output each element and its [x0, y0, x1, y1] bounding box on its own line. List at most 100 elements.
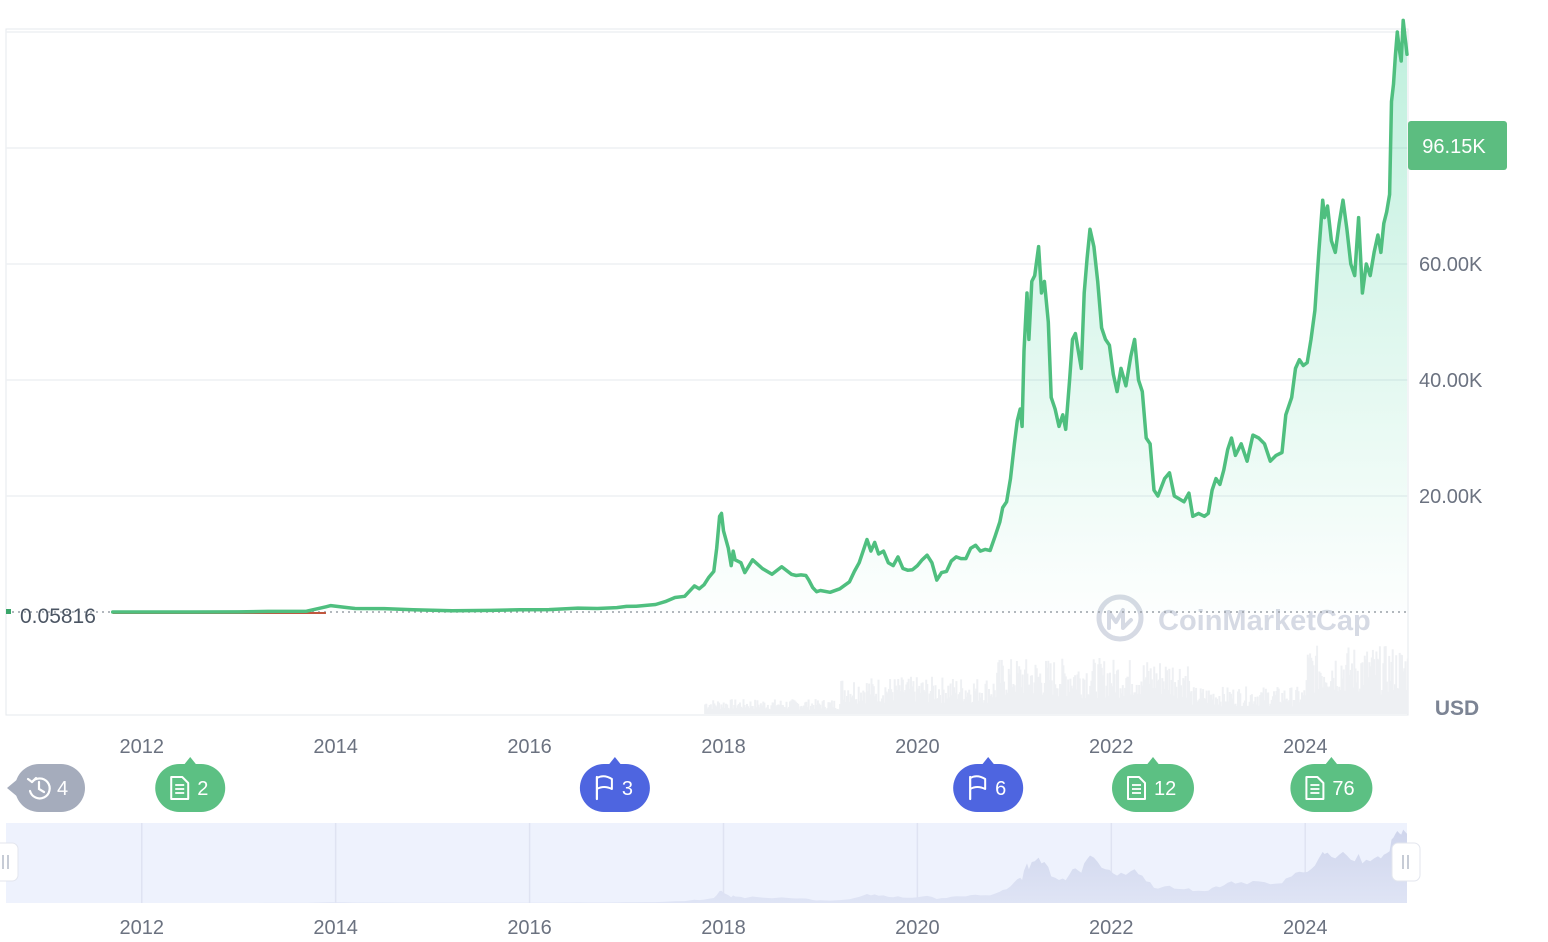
- volume-bar: [920, 683, 923, 714]
- volume-bar: [1305, 680, 1308, 714]
- volume-bar: [876, 701, 879, 714]
- volume-bar: [891, 692, 894, 714]
- volume-bar: [1027, 684, 1030, 714]
- volume-bar: [812, 705, 815, 714]
- volume-bar: [1174, 682, 1177, 714]
- volume-bar: [753, 708, 755, 714]
- navigator-right-handle[interactable]: [1391, 842, 1421, 882]
- volume-bar: [1003, 681, 1006, 714]
- volume-bar: [744, 707, 747, 714]
- range-navigator[interactable]: [0, 823, 1421, 903]
- volume-bar: [1319, 672, 1322, 714]
- volume-bar: [716, 701, 719, 714]
- volume-bar: [1031, 675, 1033, 714]
- volume-bar: [1353, 649, 1356, 714]
- volume-bar: [1138, 685, 1141, 714]
- volume-bar: [816, 700, 819, 714]
- volume-bar: [728, 709, 731, 714]
- volume-bar: [1034, 664, 1037, 714]
- volume-bar: [1362, 685, 1365, 714]
- volume-bar: [814, 699, 817, 714]
- volume-bar: [1253, 701, 1256, 714]
- navigator-left-handle[interactable]: [0, 842, 19, 882]
- volume-bar: [1250, 694, 1253, 714]
- volume-bar: [823, 706, 826, 714]
- volume-bar: [720, 704, 723, 714]
- volume-bar: [913, 691, 916, 714]
- volume-bar: [1143, 679, 1146, 714]
- volume-bar: [771, 702, 774, 714]
- volume-bar: [1105, 685, 1108, 714]
- volume-bar: [1001, 665, 1004, 714]
- volume-bar: [1099, 663, 1102, 714]
- volume-bar: [843, 690, 846, 714]
- volume-bar: [1125, 678, 1128, 714]
- volume-bar: [1325, 682, 1328, 714]
- volume-bar: [872, 686, 875, 714]
- volume-bar: [1389, 680, 1392, 714]
- volume-bar: [1395, 655, 1398, 714]
- volume-bar: [1104, 697, 1107, 714]
- volume-bar: [832, 707, 835, 714]
- volume-bar: [704, 704, 707, 714]
- volume-bar: [740, 706, 743, 714]
- volume-bar: [921, 682, 924, 714]
- volume-bar: [886, 693, 889, 714]
- volume-bar: [1354, 668, 1357, 714]
- volume-bar: [1346, 653, 1349, 714]
- volume-bar: [1240, 706, 1243, 714]
- volume-bar: [936, 698, 939, 714]
- volume-bar: [979, 697, 982, 714]
- volume-bar: [1347, 647, 1350, 714]
- volume-bar: [896, 690, 899, 714]
- volume-bar: [1185, 697, 1188, 714]
- event-badge-history[interactable]: 4: [7, 764, 85, 812]
- navigator-x-tick-label: 2012: [119, 917, 164, 939]
- volume-bar: [935, 698, 938, 714]
- volume-bar: [1106, 673, 1109, 714]
- volume-bar: [1312, 665, 1315, 714]
- volume-bar: [1025, 659, 1028, 714]
- volume-bar: [1161, 678, 1164, 714]
- event-badge-milestone[interactable]: 3: [579, 757, 650, 812]
- volume-bar: [1224, 701, 1227, 714]
- volume-bar: [807, 699, 810, 714]
- event-badge-news[interactable]: 12: [1112, 757, 1195, 812]
- document-icon-sheet: [1127, 776, 1146, 800]
- volume-bar: [992, 683, 995, 714]
- volume-bar: [1387, 691, 1390, 714]
- volume-bar: [1210, 694, 1213, 714]
- volume-bar: [961, 688, 964, 714]
- volume-bar: [1231, 698, 1234, 714]
- price-area: [112, 20, 1408, 612]
- volume-bar: [846, 696, 848, 714]
- volume-bar: [900, 677, 903, 714]
- volume-bar: [1043, 683, 1046, 714]
- event-badge-news[interactable]: 76: [1290, 757, 1373, 812]
- volume-bar: [1276, 687, 1279, 714]
- event-badge-milestone[interactable]: 6: [953, 757, 1024, 812]
- volume-bar: [1345, 664, 1348, 714]
- volume-bar: [1120, 693, 1123, 714]
- volume-bar: [911, 686, 914, 714]
- volume-bars: [704, 645, 1409, 714]
- volume-bar: [736, 705, 739, 714]
- x-axis: 2012 2014 2016 2018 2020 2022 2024: [119, 736, 1327, 758]
- volume-bar: [939, 695, 942, 714]
- volume-bar: [1335, 686, 1338, 714]
- volume-bar: [1163, 689, 1166, 714]
- badge-count: 6: [995, 778, 1006, 800]
- volume-bar: [1089, 685, 1092, 714]
- volume-bar: [842, 699, 845, 714]
- event-badge-news[interactable]: 2: [155, 757, 226, 812]
- volume-bar: [775, 706, 778, 714]
- volume-bar: [743, 705, 746, 714]
- volume-bar: [883, 702, 886, 714]
- volume-bar: [1171, 667, 1174, 714]
- volume-bar: [1349, 669, 1352, 714]
- volume-bar: [1188, 680, 1191, 714]
- history-icon-hands: [37, 780, 46, 794]
- volume-bar: [773, 699, 776, 714]
- volume-bar: [1358, 691, 1360, 714]
